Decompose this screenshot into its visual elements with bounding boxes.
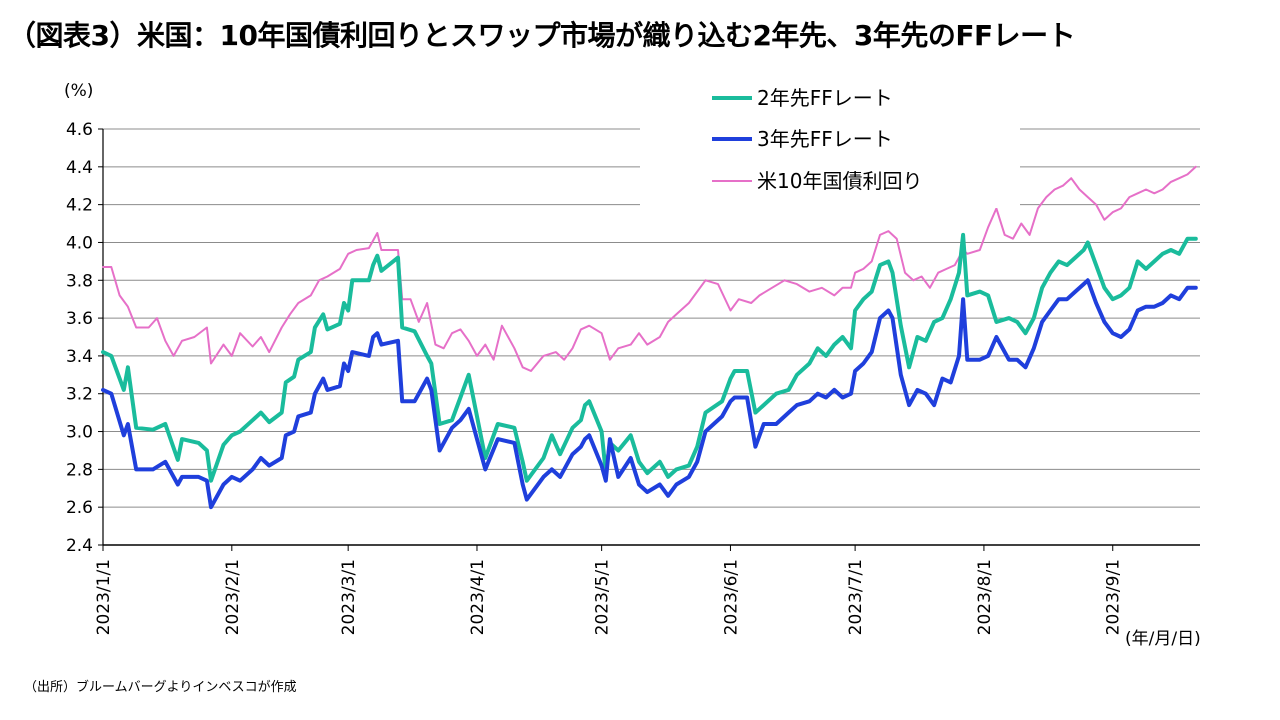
- y-tick-label: 4.6: [66, 120, 93, 140]
- y-tick-label: 3.8: [66, 271, 93, 291]
- y-tick-label: 3.6: [66, 309, 93, 329]
- y-axis-unit-label: (%): [64, 81, 93, 101]
- y-tick-label: 3.4: [66, 347, 93, 367]
- x-tick-label: 2023/4/1: [468, 559, 488, 635]
- axes: 2.4 2.6 2.8 3.0 3.2 3.4 3.6 3.8 4.0 4.2 4.4 4.6 2023…: [66, 120, 1200, 635]
- legend-label: 3年先FFレート: [757, 127, 893, 151]
- x-axis-unit-label: (年/月/日): [1125, 629, 1201, 649]
- x-tick-label: 2023/1/1: [94, 559, 114, 635]
- legend-label: 米10年国債利回り: [757, 169, 922, 193]
- x-tick-label: 2023/8/1: [975, 559, 995, 635]
- chart-title: （図表3）米国：10年国債利回りとスワップ市場が織り込む2年先、3年先のFFレー…: [8, 19, 1076, 52]
- x-tick-label: 2023/6/1: [721, 559, 741, 635]
- legend-background: [640, 80, 1020, 208]
- x-tick-label: 2023/5/1: [593, 559, 613, 635]
- source-note: （出所）ブルームバーグよりインベスコが作成: [24, 680, 297, 695]
- y-tick-label: 4.2: [66, 196, 93, 216]
- x-tick-label: 2023/7/1: [846, 559, 866, 635]
- x-tick-label: 2023/3/1: [339, 559, 359, 635]
- x-tick-label: 2023/9/1: [1104, 559, 1124, 635]
- y-tick-label: 4.0: [66, 233, 93, 253]
- y-tick-label: 2.6: [66, 498, 93, 518]
- y-tick-label: 2.4: [66, 536, 93, 556]
- y-tick-label: 2.8: [66, 460, 93, 480]
- y-tick-label: 3.0: [66, 423, 93, 443]
- series-line-0: [101, 232, 1198, 483]
- y-tick-label: 3.2: [66, 385, 93, 405]
- x-tick-label: 2023/2/1: [223, 559, 243, 635]
- series-line-1: [101, 278, 1198, 510]
- legend-label: 2年先FFレート: [757, 86, 893, 110]
- series-lines: [101, 165, 1198, 510]
- y-tick-label: 4.4: [66, 158, 93, 178]
- series-line-2: [102, 165, 1197, 372]
